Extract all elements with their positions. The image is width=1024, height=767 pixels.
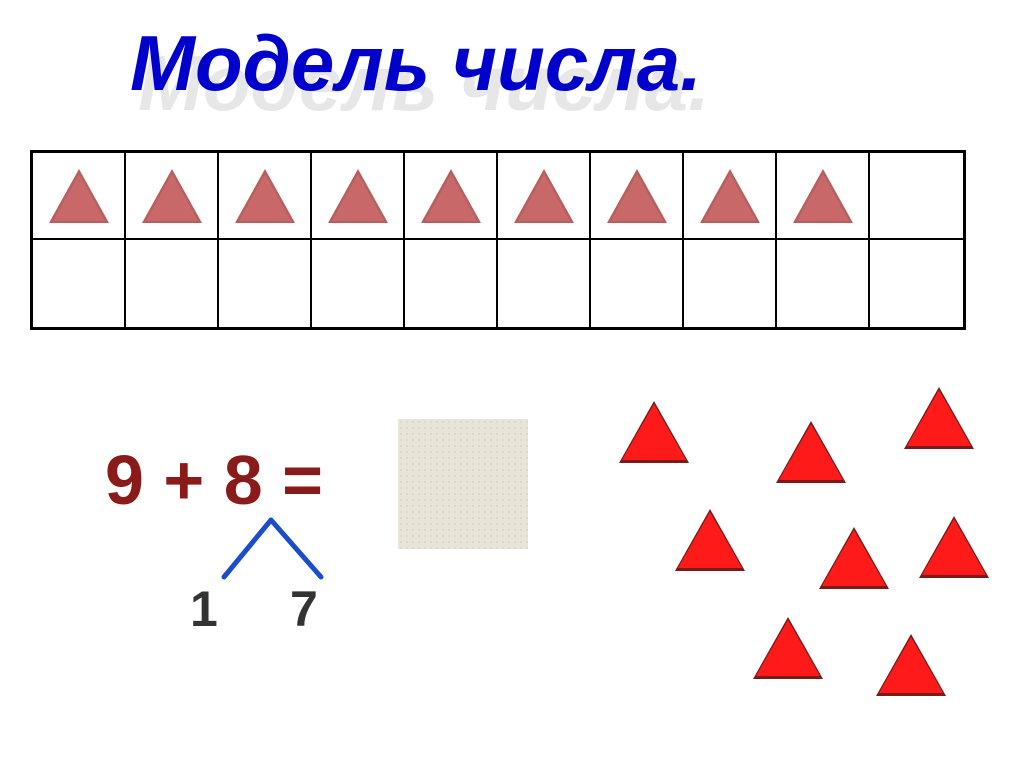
scattered-triangles-container xyxy=(0,0,1024,767)
triangle-icon xyxy=(678,512,742,568)
triangle-icon xyxy=(622,404,686,460)
triangle-icon xyxy=(907,390,971,446)
triangle-icon xyxy=(822,530,886,586)
triangle-icon xyxy=(756,620,820,676)
triangle-icon xyxy=(779,424,843,480)
triangle-icon xyxy=(922,519,986,575)
triangle-icon xyxy=(879,637,943,693)
